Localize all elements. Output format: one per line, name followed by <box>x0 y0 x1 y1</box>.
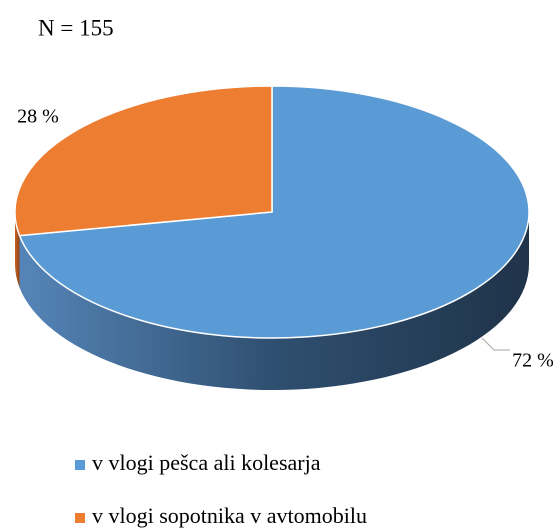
legend-label: v vlogi pešca ali kolesarja <box>92 450 321 475</box>
slice <box>14 85 273 237</box>
data-label: 28 % <box>17 106 59 128</box>
legend-marker <box>75 460 85 470</box>
leader-line <box>481 337 510 351</box>
pie <box>14 85 530 391</box>
legend-label: v vlogi sopotnika v avtomobilu <box>92 503 367 528</box>
slice-side <box>19 212 529 391</box>
data-label: 72 % <box>512 350 554 372</box>
legend: v vlogi pešca ali kolesarja v vlogi sopot… <box>75 450 367 528</box>
slice-side <box>15 212 20 288</box>
chart-title: N = 155 <box>38 15 114 40</box>
slice <box>18 85 530 339</box>
legend-marker <box>75 513 85 523</box>
